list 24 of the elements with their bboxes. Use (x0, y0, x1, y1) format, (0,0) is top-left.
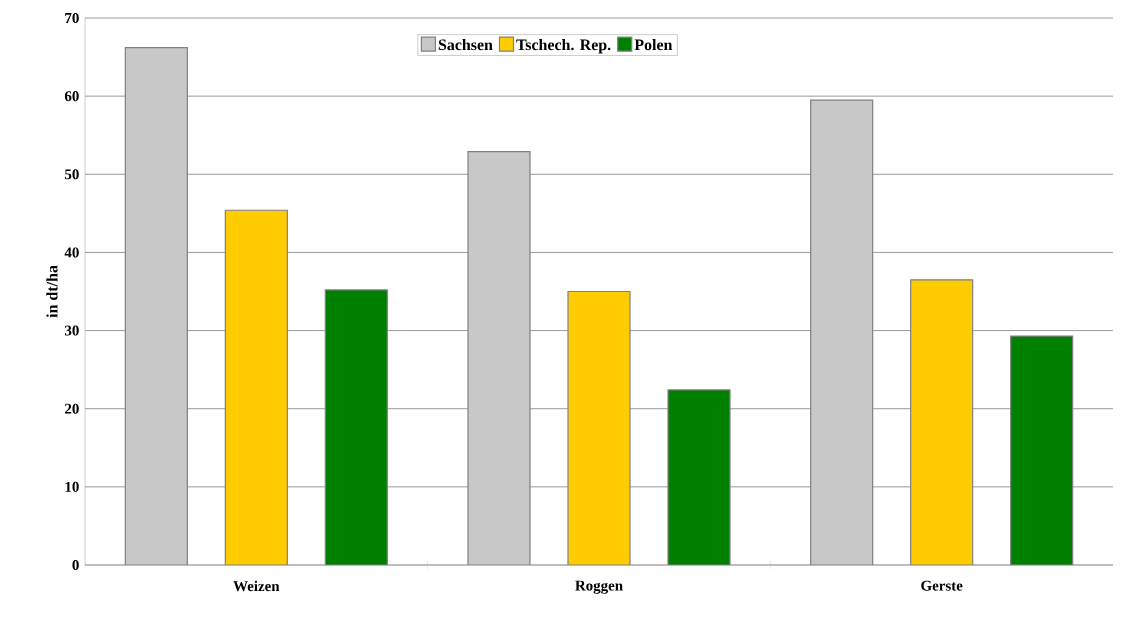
y-tick-label: 0 (72, 559, 79, 571)
legend-label: Polen (634, 38, 673, 51)
bar (324, 289, 388, 565)
legend-label: Sachsen (438, 38, 493, 51)
bar (810, 99, 874, 565)
x-tick-label: Gerste (921, 580, 963, 591)
y-tick-label: 60 (64, 91, 79, 102)
x-tick-label: Roggen (575, 580, 623, 594)
y-tick-label: 20 (65, 403, 79, 414)
y-axis-title: in dt/ha (46, 265, 58, 318)
bar (667, 389, 731, 565)
bar (910, 279, 974, 565)
bar (224, 209, 288, 565)
bar (124, 47, 188, 565)
bar (467, 151, 531, 565)
y-tick-label: 70 (65, 12, 79, 24)
legend-label: Tschech. Rep. (516, 38, 611, 54)
y-tick-label: 30 (64, 325, 79, 336)
y-tick-label: 40 (64, 247, 79, 258)
y-tick-label: 10 (65, 481, 79, 492)
x-tick-label: Weizen (233, 580, 280, 592)
bar (1010, 335, 1074, 565)
y-tick-label: 50 (65, 169, 79, 180)
bar (567, 290, 631, 565)
